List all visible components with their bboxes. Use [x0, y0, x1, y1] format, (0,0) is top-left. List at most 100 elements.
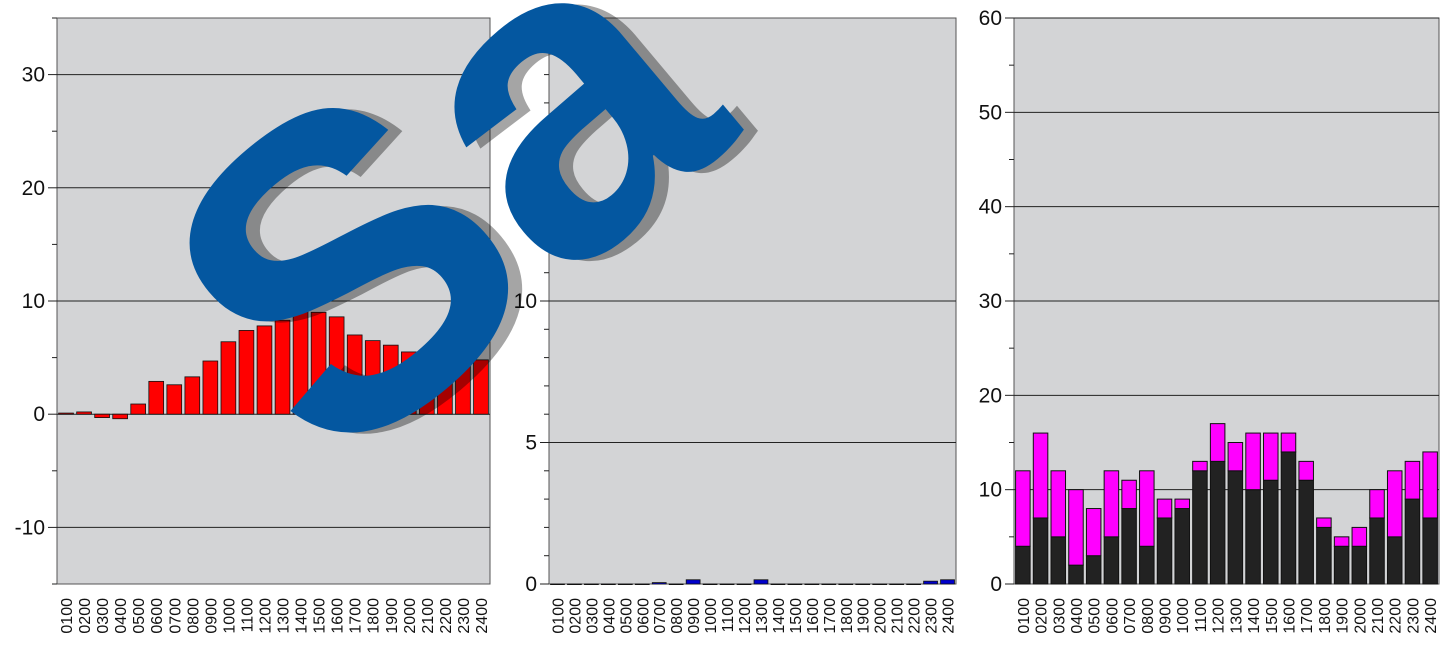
bar-segment	[1245, 432, 1261, 491]
y-tick-label: 0	[990, 573, 1002, 596]
x-tick-label: 0400	[1069, 598, 1086, 634]
y-tick-label: 40	[979, 196, 1002, 219]
x-tick-label: 0500	[1087, 598, 1104, 634]
x-tick-label: 1700	[822, 598, 839, 634]
bar-segment	[1050, 470, 1067, 538]
bar	[940, 579, 955, 585]
bar-segment	[1404, 460, 1421, 500]
bar	[889, 583, 904, 586]
bar	[702, 583, 718, 586]
bar	[238, 330, 255, 415]
bar-segment	[1103, 470, 1120, 538]
bar-segment	[1263, 432, 1279, 481]
x-tick-label: 2100	[890, 598, 907, 634]
x-tick-label: 1100	[720, 598, 737, 633]
bar	[274, 319, 291, 415]
y-tick-label: 20	[22, 177, 45, 200]
bar	[685, 579, 701, 585]
bar-segment	[1351, 526, 1368, 547]
x-tick-label: 2200	[1388, 598, 1405, 634]
y-tick-label: 30	[979, 290, 1002, 313]
bar-segment	[1209, 423, 1226, 462]
bar-segment	[1121, 508, 1137, 585]
bar	[382, 344, 399, 415]
bar-segment	[1068, 489, 1084, 566]
chart-2: 0 5 10 0100 0200 0300 0400 0500 0600 0700 0800 0900…	[514, 17, 958, 634]
x-tick-label: 0400	[601, 598, 618, 634]
x-tick-label: 1900	[856, 598, 873, 634]
bar-segment	[1316, 517, 1332, 528]
y-tick-label: 10	[514, 290, 537, 313]
x-tick-label: 0900	[203, 598, 220, 634]
x-tick-label: 0400	[113, 598, 130, 634]
x-tick-label: 0600	[149, 598, 166, 634]
chart-1: -10 0 10 20 30 0100 0200 0300 0400 0500 0600 0700 08…	[15, 17, 491, 634]
x-tick-label: 2100	[420, 598, 437, 634]
bar	[668, 583, 684, 586]
bar-segment	[1280, 432, 1297, 453]
x-tick-label: 1200	[1211, 598, 1228, 634]
bar	[455, 356, 471, 415]
bar	[634, 583, 650, 586]
x-tick-label: 0200	[77, 598, 94, 634]
bar	[419, 359, 435, 415]
bar	[364, 340, 381, 415]
x-tick-label: 1400	[294, 598, 311, 634]
bar-segment	[1227, 470, 1244, 585]
bar	[148, 380, 165, 415]
x-tick-label: 1600	[330, 598, 347, 634]
x-tick-label: 1500	[1264, 598, 1281, 634]
x-tick-label: 0700	[167, 598, 184, 634]
x-tick-label: 2200	[438, 598, 455, 634]
bar-segment	[1085, 555, 1102, 585]
bar-segment	[1015, 470, 1031, 547]
bar-segment	[1192, 470, 1208, 585]
bar	[804, 583, 820, 586]
bar-segment	[1032, 517, 1049, 585]
bar-segment	[1404, 498, 1421, 585]
y-tick-label: 0	[525, 573, 537, 596]
x-tick-label: 0300	[1051, 598, 1068, 634]
x-tick-label: 1800	[839, 598, 856, 634]
x-tick-label: 1400	[1246, 598, 1263, 634]
x-tick-label: 0100	[59, 598, 76, 634]
bar-segment	[1139, 545, 1155, 585]
bar-segment	[1174, 508, 1190, 585]
bar	[906, 583, 921, 586]
bar	[166, 384, 183, 415]
bar-segment	[1156, 498, 1173, 519]
x-tick-label: 1200	[257, 598, 274, 634]
bar	[94, 413, 110, 418]
x-tick-label: 0700	[1122, 598, 1139, 634]
bar	[584, 583, 599, 586]
x-tick-label: 0700	[652, 598, 669, 634]
x-tick-label: 1000	[1175, 598, 1192, 634]
y-tick-label: 10	[979, 479, 1002, 502]
x-tick-label: 1900	[384, 598, 401, 634]
x-tick-label: 0600	[1104, 598, 1121, 634]
bar	[550, 583, 565, 586]
bar	[770, 583, 786, 586]
bar	[220, 341, 237, 415]
bar	[202, 360, 219, 415]
x-tick-label: 1500	[312, 598, 329, 634]
bar-segment	[1280, 451, 1297, 585]
bar-segment	[1209, 460, 1226, 585]
x-tick-label: 1300	[754, 598, 771, 634]
bar	[821, 583, 837, 586]
chart-3: 0 10 20 30 40 50 60 0100 0200 0300 0400 0500 0600 070…	[979, 7, 1441, 634]
y-tick-label: 60	[979, 7, 1002, 30]
bar-segment	[1227, 442, 1244, 472]
x-tick-label: 1700	[1299, 598, 1316, 634]
x-tick-label: 2300	[1405, 598, 1422, 634]
x-tick-label: 0900	[1158, 598, 1175, 634]
bar	[736, 583, 752, 586]
x-tick-label: 2100	[1370, 598, 1387, 634]
bar	[787, 583, 803, 586]
bar	[346, 334, 363, 415]
x-tick-label: 0600	[635, 598, 652, 634]
bar-segment	[1386, 536, 1403, 585]
x-tick-label: 0800	[1140, 598, 1157, 634]
x-tick-label: 2400	[941, 598, 958, 634]
